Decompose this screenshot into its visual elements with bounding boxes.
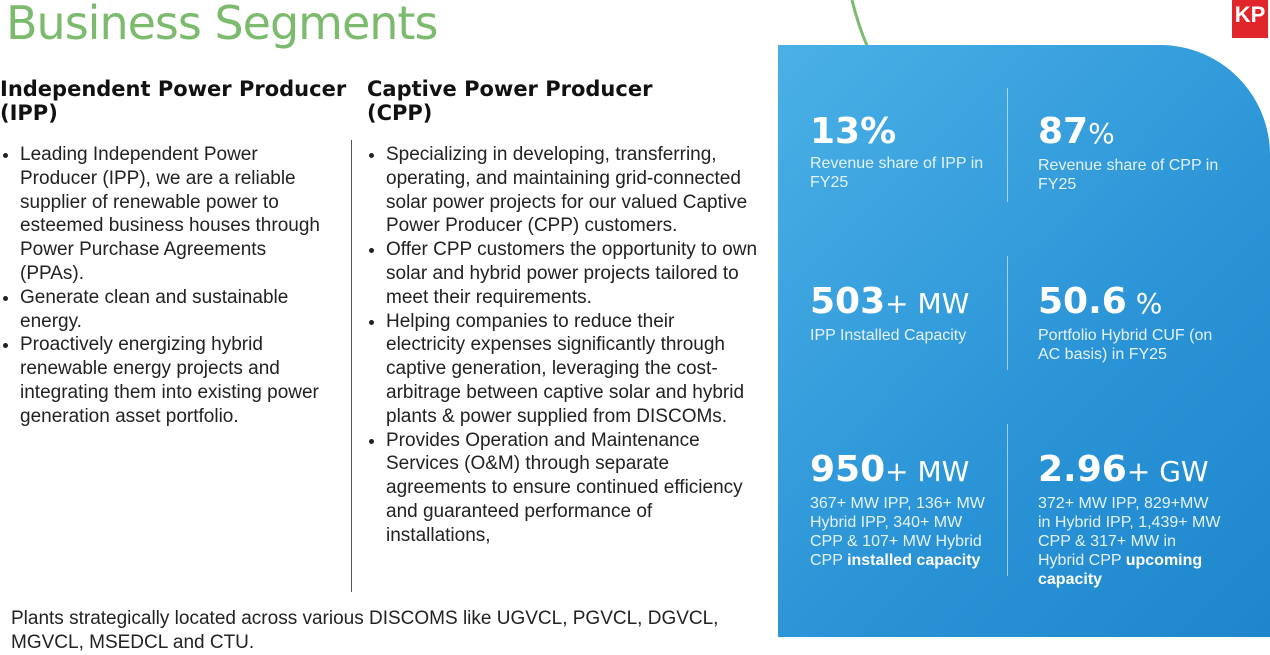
stat-desc: Revenue share of IPP in FY25	[810, 154, 1010, 192]
bullet: Proactively energizing hybrid renewable …	[20, 333, 330, 428]
stat-unit: %	[1088, 117, 1115, 150]
stats-panel	[778, 45, 1270, 637]
stat-number: 950+ MW	[810, 450, 995, 492]
cpp-bullets: Specializing in developing, transferring…	[366, 143, 758, 548]
panel-divider	[1007, 424, 1008, 576]
stat: 2.96+ GW 372+ MW IPP, 829+MW in Hybrid IP…	[1038, 450, 1223, 589]
bullet: Specializing in developing, transferring…	[386, 143, 758, 238]
stat-number: 13%	[810, 112, 1010, 152]
stat: 13% Revenue share of IPP in FY25	[810, 112, 1010, 192]
logo: KP	[1232, 0, 1268, 38]
stat-value: 13%	[810, 111, 897, 152]
stat-desc-text: 367+ MW IPP, 136+ MW Hybrid IPP, 340+ MW…	[810, 495, 985, 569]
stat: 503+ MW IPP Installed Capacity	[810, 282, 1010, 345]
stat: 50.6 % Portfolio Hybrid CUF (on AC basis)…	[1038, 282, 1238, 364]
title: Business Segments	[6, 0, 438, 50]
bullet: Leading Independent Power Producer (IPP)…	[20, 143, 330, 286]
bullet: Helping companies to reduce their electr…	[386, 310, 758, 429]
stat-unit: %	[1126, 287, 1163, 320]
stat-desc-bold: upcoming capacity	[1038, 552, 1203, 588]
stat-desc: IPP Installed Capacity	[810, 326, 1010, 345]
stat-number: 503+ MW	[810, 282, 1010, 324]
stat-unit: + GW	[1126, 455, 1209, 488]
stat-desc: 367+ MW IPP, 136+ MW Hybrid IPP, 340+ MW…	[810, 494, 995, 570]
stat-desc-text: Revenue share of CPP in FY25	[1038, 157, 1219, 193]
stat-desc-text: Portfolio Hybrid CUF (on AC basis) in FY…	[1038, 327, 1213, 363]
stat-desc-bold: installed capacity	[847, 552, 981, 569]
stat-number: 50.6 %	[1038, 282, 1238, 324]
ipp-heading: Independent Power Producer (IPP)	[0, 77, 347, 125]
stat-unit: + MW	[885, 287, 970, 320]
stat-desc-text: 372+ MW IPP, 829+MW in Hybrid IPP, 1,439…	[1038, 495, 1221, 569]
stat: 950+ MW 367+ MW IPP, 136+ MW Hybrid IPP, …	[810, 450, 995, 570]
cpp-heading: Captive Power Producer (CPP)	[367, 77, 653, 125]
stat-unit: + MW	[885, 455, 970, 488]
stat-value: 2.96	[1038, 449, 1127, 490]
stat-desc-text: IPP Installed Capacity	[810, 327, 967, 344]
footer-note: Plants strategically located across vari…	[11, 608, 719, 653]
bullet: Offer CPP customers the opportunity to o…	[386, 238, 758, 309]
divider	[351, 140, 352, 592]
stat: 87% Revenue share of CPP in FY25	[1038, 112, 1238, 194]
stat-desc: 372+ MW IPP, 829+MW in Hybrid IPP, 1,439…	[1038, 494, 1223, 589]
panel-divider	[1007, 256, 1008, 370]
stat-value: 503	[810, 281, 886, 322]
stat-value: 950	[810, 449, 886, 490]
stat-number: 87%	[1038, 112, 1238, 154]
stat-desc: Revenue share of CPP in FY25	[1038, 156, 1238, 194]
panel-divider	[1007, 88, 1008, 202]
bullet: Generate clean and sustainable energy.	[20, 286, 330, 334]
decor-curve	[850, 0, 870, 49]
stat-desc: Portfolio Hybrid CUF (on AC basis) in FY…	[1038, 326, 1238, 364]
stat-value: 50.6	[1038, 281, 1127, 322]
ipp-bullets: Leading Independent Power Producer (IPP)…	[0, 143, 330, 429]
stat-desc-text: Revenue share of IPP in FY25	[810, 155, 984, 191]
stat-number: 2.96+ GW	[1038, 450, 1223, 492]
bullet: Provides Operation and Maintenance Servi…	[386, 429, 758, 548]
stat-value: 87	[1038, 111, 1089, 152]
